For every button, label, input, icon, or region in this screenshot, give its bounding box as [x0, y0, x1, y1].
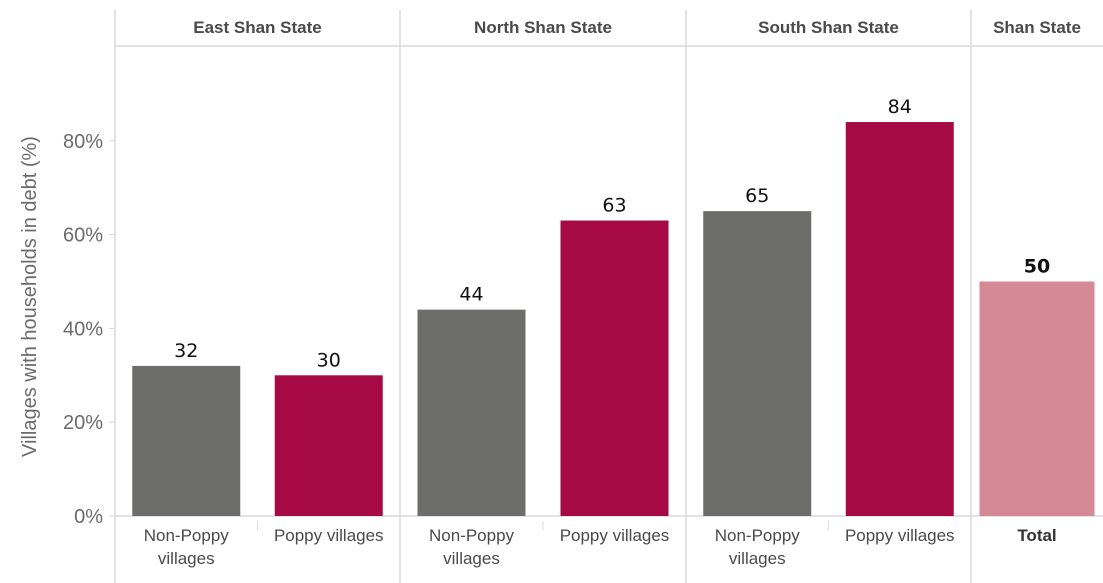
panel-title: North Shan State: [474, 18, 612, 37]
data-label: 63: [602, 195, 626, 217]
panel-title: Shan State: [993, 18, 1081, 37]
bar: [979, 281, 1095, 516]
bar: [703, 211, 812, 516]
y-axis-label: Villages with households in debt (%): [19, 136, 41, 457]
x-tick-label: Non-Poppy: [144, 526, 230, 545]
bar: [274, 375, 383, 516]
bar: [132, 365, 241, 516]
data-label: 30: [317, 349, 341, 371]
x-tick-label: Poppy villages: [560, 526, 670, 545]
x-tick-label: villages: [729, 549, 786, 568]
y-tick-label: 20%: [63, 412, 103, 434]
y-tick-label: 0%: [74, 506, 103, 528]
bar: [560, 220, 669, 516]
x-tick-label: villages: [158, 549, 215, 568]
panel-title: South Shan State: [758, 18, 899, 37]
bar: [417, 309, 526, 516]
x-tick-label: Non-Poppy: [429, 526, 515, 545]
y-tick-label: 60%: [63, 225, 103, 247]
data-label: 84: [888, 96, 912, 118]
y-tick-label: 80%: [63, 131, 103, 153]
data-label: 65: [745, 185, 769, 207]
x-tick-label: Poppy villages: [274, 526, 384, 545]
x-tick-label: Poppy villages: [845, 526, 955, 545]
x-tick-label: Non-Poppy: [715, 526, 801, 545]
x-tick-label: Total: [1017, 526, 1056, 545]
data-label: 50: [1024, 256, 1050, 278]
bar: [845, 122, 954, 516]
data-label: 44: [459, 284, 483, 306]
x-tick-label: villages: [443, 549, 500, 568]
data-label: 32: [174, 340, 198, 362]
y-tick-label: 40%: [63, 318, 103, 340]
panel-title: East Shan State: [193, 18, 322, 37]
